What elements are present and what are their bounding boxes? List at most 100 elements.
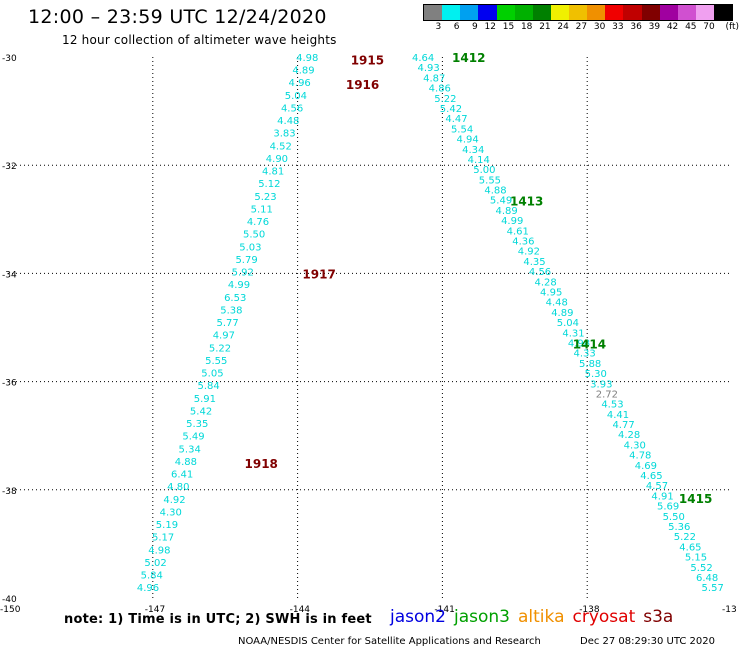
color-legend-tick: 12 xyxy=(484,22,496,32)
wave-height-value: 4.64 xyxy=(412,53,434,64)
wave-height-value: 5.77 xyxy=(216,318,238,329)
wave-height-value: 6.53 xyxy=(224,293,246,304)
wave-height-value: 4.91 xyxy=(651,491,673,502)
wave-height-value: 4.99 xyxy=(501,216,523,227)
wave-height-value: 4.98 xyxy=(296,53,318,64)
pass-time-label: 1413 xyxy=(510,194,543,208)
chart-subtitle: 12 hour collection of altimeter wave hei… xyxy=(62,33,337,47)
wave-height-value: 5.15 xyxy=(685,553,707,564)
wave-height-value: 4.76 xyxy=(247,217,269,228)
mission-label-s3a: s3a xyxy=(643,607,674,627)
color-legend: 3 6 9 12 15 18 21 24 27 30 33 36 39 42 45 70 (ft) xyxy=(423,4,739,32)
wave-height-value: 5.88 xyxy=(579,359,601,370)
pass-time-label: 1916 xyxy=(346,78,379,92)
wave-height-value: 5.55 xyxy=(205,356,227,367)
pass-time-label: 1917 xyxy=(302,267,335,281)
wave-height-value: 5.22 xyxy=(209,343,231,354)
wave-height-value: 4.92 xyxy=(163,495,185,506)
color-swatch xyxy=(550,5,569,20)
wave-height-value: 5.34 xyxy=(179,444,201,455)
pass-time-label: 1918 xyxy=(245,457,278,471)
pass-time-label: 1412 xyxy=(452,51,485,65)
wave-height-value: 4.48 xyxy=(546,298,568,309)
color-swatch xyxy=(532,5,551,20)
wave-height-value: 4.96 xyxy=(289,78,311,89)
y-tick-label: -30 xyxy=(2,54,17,64)
wave-height-value: 5.42 xyxy=(190,406,212,417)
wave-height-value: 5.69 xyxy=(657,502,679,513)
color-swatch xyxy=(514,5,533,20)
footnote: note: 1) Time is in UTC; 2) SWH is in fe… xyxy=(64,612,372,627)
wave-height-value: 4.65 xyxy=(640,471,662,482)
wave-height-value: 5.00 xyxy=(473,165,495,176)
wave-height-value: 5.30 xyxy=(585,369,607,380)
color-swatch xyxy=(442,5,461,20)
wave-height-value: 5.22 xyxy=(674,532,696,543)
y-tick-label: -34 xyxy=(2,270,17,280)
x-tick-label: -138 xyxy=(579,605,600,615)
wave-height-value: 4.86 xyxy=(429,84,451,95)
wave-height-value: 5.02 xyxy=(144,558,166,569)
pass-time-label: 1915 xyxy=(351,54,384,68)
wave-height-value: 4.94 xyxy=(457,135,479,146)
wave-height-value: 4.96 xyxy=(137,583,159,594)
wave-height-value: 5.84 xyxy=(141,571,163,582)
color-swatch xyxy=(714,5,733,20)
wave-height-value: 5.50 xyxy=(663,512,685,523)
wave-height-value: 4.30 xyxy=(160,507,182,518)
color-legend-tick: 36 xyxy=(630,22,642,32)
wave-height-value: 4.28 xyxy=(534,277,556,288)
color-legend-tick: 6 xyxy=(453,22,460,32)
wave-height-value: 5.79 xyxy=(235,255,257,266)
wave-height-value: 6.41 xyxy=(171,470,193,481)
color-legend-tick: 18 xyxy=(520,22,533,32)
wave-height-value: 4.61 xyxy=(507,226,529,237)
wave-height-value: 5.50 xyxy=(243,230,265,241)
wave-height-value: 5.52 xyxy=(690,563,712,574)
color-legend-tick: 39 xyxy=(648,22,661,32)
color-legend-tick: 70 xyxy=(703,22,715,32)
color-swatch xyxy=(496,5,515,20)
wave-height-value: 4.80 xyxy=(167,482,189,493)
color-legend-ticks: 3 6 9 12 15 18 21 24 27 30 33 36 39 42 45 70 xyxy=(423,22,733,32)
color-swatch xyxy=(623,5,642,20)
mission-label-jason3: jason3 xyxy=(454,607,510,627)
wave-height-value: 4.87 xyxy=(423,73,445,84)
pass-time-label: 1414 xyxy=(573,338,606,352)
wave-height-value: 4.89 xyxy=(495,206,517,217)
wave-height-value: 4.89 xyxy=(551,308,573,319)
wave-height-value: 3.83 xyxy=(273,129,295,140)
color-legend-tick: 21 xyxy=(539,22,551,32)
pass-time-label: 1415 xyxy=(679,492,712,506)
generated-timestamp: Dec 27 08:29:30 UTC 2020 xyxy=(580,636,715,647)
wave-height-value: 4.28 xyxy=(618,430,640,441)
wave-height-value: 5.22 xyxy=(434,94,456,105)
color-legend-tick: 42 xyxy=(666,22,679,32)
wave-height-value: 4.93 xyxy=(418,63,440,74)
wave-height-value: 4.90 xyxy=(266,154,288,165)
wave-height-value: 4.47 xyxy=(445,114,467,125)
wave-height-value: 2.72 xyxy=(596,389,618,400)
color-swatch xyxy=(605,5,624,20)
wave-height-value: 4.69 xyxy=(635,461,657,472)
wave-height-value: 5.38 xyxy=(220,305,242,316)
color-legend-tick: 27 xyxy=(575,22,588,32)
mission-legend: jason2 jason3 altika cryosat s3a xyxy=(390,607,681,627)
color-legend-tick: 3 xyxy=(435,22,442,32)
wave-height-value: 5.55 xyxy=(479,175,501,186)
wave-height-value: 4.53 xyxy=(601,400,623,411)
wave-height-value: 4.89 xyxy=(292,66,314,77)
color-swatch xyxy=(659,5,678,20)
wave-height-value: 4.56 xyxy=(281,103,303,114)
wave-height-value: 4.88 xyxy=(484,186,506,197)
y-tick-label: -32 xyxy=(2,162,17,172)
wave-height-value: 5.54 xyxy=(451,124,473,135)
wave-height-value: 5.11 xyxy=(251,204,273,215)
color-legend-unit: (ft) xyxy=(725,22,739,32)
wave-height-value: 4.31 xyxy=(562,328,584,339)
wave-height-value: 3.93 xyxy=(590,379,612,390)
wave-height-value: 4.52 xyxy=(270,141,292,152)
y-tick-label: -40 xyxy=(2,595,17,605)
wave-height-value: 4.99 xyxy=(228,280,250,291)
